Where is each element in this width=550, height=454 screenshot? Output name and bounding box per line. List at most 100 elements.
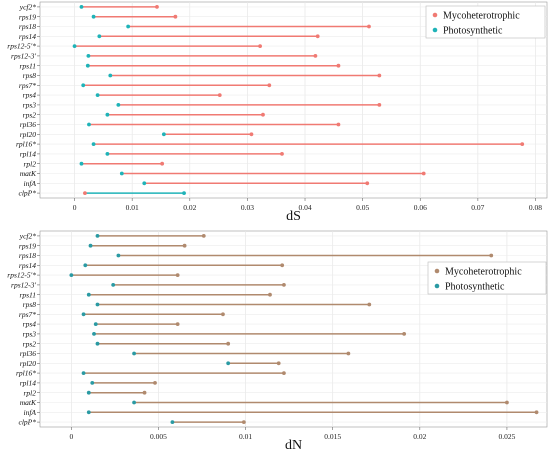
point-mycoheterotrophic	[153, 381, 157, 385]
point-mycoheterotrophic	[346, 351, 351, 356]
point-mycoheterotrophic	[221, 312, 225, 317]
x-tick-label: 0.07	[471, 203, 484, 212]
point-photosynthetic	[116, 103, 121, 107]
point-mycoheterotrophic	[377, 73, 382, 78]
point-photosynthetic	[86, 292, 91, 297]
y-tick-label: rps7*	[19, 81, 36, 90]
point-mycoheterotrophic	[160, 161, 165, 166]
point-photosynthetic	[88, 243, 93, 248]
y-tick-label: infA	[24, 408, 37, 417]
point-mycoheterotrophic	[367, 24, 371, 29]
point-mycoheterotrophic	[83, 191, 87, 196]
point-mycoheterotrophic	[505, 400, 509, 405]
point-mycoheterotrophic	[175, 322, 180, 326]
legend: Mycoheterotrophic Photosynthetic	[425, 5, 546, 39]
point-photosynthetic	[86, 410, 91, 415]
point-photosynthetic	[111, 283, 116, 287]
legend-box	[425, 5, 546, 39]
point-photosynthetic	[93, 322, 98, 326]
x-tick-label: 0.01	[126, 203, 139, 212]
point-photosynthetic	[86, 54, 91, 58]
point-photosynthetic	[108, 73, 113, 78]
y-tick-label: rps14	[19, 261, 36, 270]
y-tick-label: rps14	[19, 32, 36, 41]
point-photosynthetic	[95, 93, 100, 97]
legend-marker	[434, 268, 440, 274]
point-photosynthetic	[132, 351, 136, 356]
point-photosynthetic	[85, 63, 90, 68]
x-axis-title: dS	[286, 209, 301, 224]
plot-area	[39, 230, 548, 428]
point-photosynthetic	[90, 381, 95, 385]
point-mycoheterotrophic	[313, 54, 318, 58]
y-tick-label: rps18	[19, 251, 36, 260]
x-tick-label: 0.03	[241, 203, 254, 212]
y-tick-label: rps12-5'*	[7, 42, 36, 51]
legend-label: Photosynthetic	[443, 26, 503, 37]
y-tick-label: ycf2*	[19, 232, 36, 241]
legend-box	[427, 261, 547, 295]
y-tick-label: infA	[24, 179, 37, 188]
point-mycoheterotrophic	[268, 292, 272, 297]
y-tick-label: rps12-5'*	[7, 271, 36, 280]
y-tick-label: rps8	[23, 71, 37, 80]
y-tick-label: rpl20	[20, 359, 37, 368]
point-photosynthetic	[126, 24, 131, 29]
y-tick-label: clpP*	[19, 189, 37, 198]
point-photosynthetic	[95, 234, 100, 238]
point-mycoheterotrophic	[182, 243, 187, 248]
point-mycoheterotrophic	[201, 234, 206, 238]
y-tick-label: rps11	[19, 290, 36, 299]
point-mycoheterotrophic	[175, 273, 180, 277]
y-tick-label: rps19	[19, 12, 36, 21]
y-tick-label: rpl14	[20, 150, 37, 159]
y-tick-label: rps12-3'	[11, 52, 36, 61]
y-tick-label: ycf2*	[19, 3, 36, 12]
point-photosynthetic	[79, 161, 84, 166]
point-photosynthetic	[91, 142, 96, 147]
point-mycoheterotrophic	[365, 181, 370, 186]
point-photosynthetic	[182, 191, 186, 196]
point-mycoheterotrophic	[377, 103, 382, 107]
legend-marker	[434, 283, 440, 289]
x-tick-label: 0.02	[183, 203, 196, 212]
point-photosynthetic	[86, 390, 91, 395]
point-mycoheterotrophic	[282, 371, 286, 375]
y-tick-label: rps4	[23, 320, 37, 329]
point-mycoheterotrophic	[173, 14, 178, 19]
point-mycoheterotrophic	[267, 83, 272, 88]
y-tick-label: rpl16*	[16, 140, 36, 149]
point-mycoheterotrophic	[520, 142, 525, 147]
point-mycoheterotrophic	[241, 420, 246, 424]
y-tick-label: matK	[20, 398, 37, 407]
x-tick-label: 0.005	[150, 432, 167, 441]
point-photosynthetic	[91, 14, 96, 19]
point-photosynthetic	[105, 152, 110, 156]
y-tick-label: rps2	[23, 339, 37, 348]
legend-label: Mycoheterotrophic	[445, 267, 522, 278]
point-photosynthetic	[97, 34, 102, 39]
legend-marker	[432, 27, 438, 33]
point-photosynthetic	[105, 112, 110, 117]
y-tick-label: rps3	[23, 101, 37, 110]
point-mycoheterotrophic	[421, 171, 426, 176]
point-photosynthetic	[69, 273, 74, 277]
point-mycoheterotrophic	[226, 341, 231, 346]
point-photosynthetic	[81, 312, 86, 317]
y-tick-label: rps4	[23, 91, 37, 100]
x-tick-label: 0.01	[239, 432, 252, 441]
y-tick-label: rpl36	[20, 349, 37, 358]
point-mycoheterotrophic	[282, 283, 286, 287]
point-mycoheterotrophic	[249, 132, 254, 137]
x-tick-label: 0.08	[529, 203, 542, 212]
point-photosynthetic	[92, 332, 96, 336]
legend-label: Mycoheterotrophic	[443, 11, 520, 22]
x-tick-label: 0.06	[414, 203, 427, 212]
legend-marker	[432, 12, 438, 18]
y-tick-label: rps11	[19, 61, 36, 70]
point-photosynthetic	[95, 341, 100, 346]
point-mycoheterotrophic	[402, 332, 407, 336]
point-mycoheterotrophic	[261, 112, 265, 117]
chart-panel-1: 0 0.01 0.02 0.03 0.04 0.05 0.06 0.07 0.08ycf2*rp…	[7, 1, 548, 224]
